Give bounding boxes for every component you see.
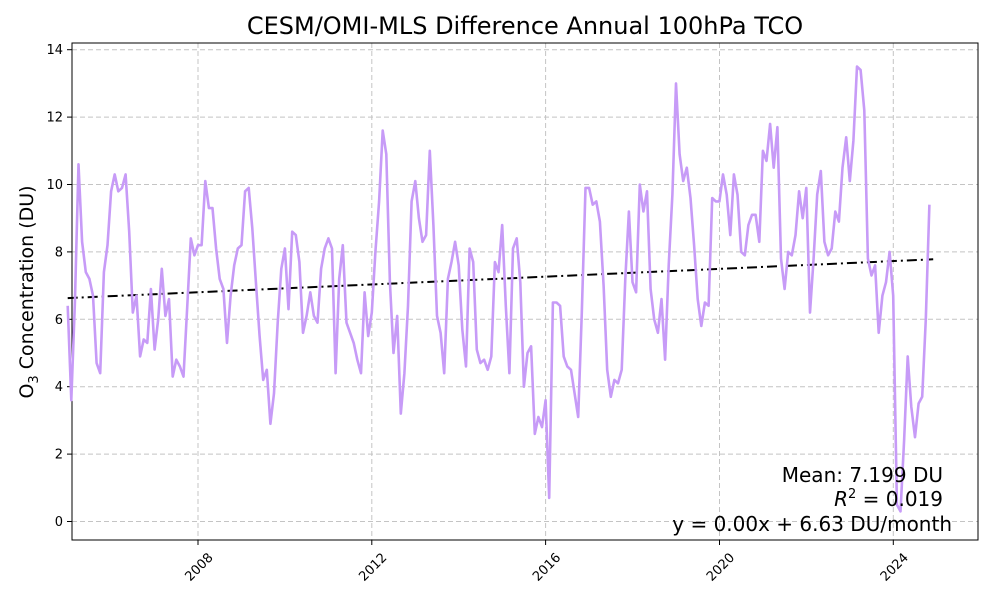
equation-annotation: y = 0.00x + 6.63 DU/month [672,512,952,536]
series-line [66,65,931,513]
mean-annotation: Mean: 7.199 DU [782,463,943,487]
axis-ticks: 0 2 4 6 8 10 12 14 2008 2012 2016 2020 2024 [46,43,911,584]
x-tick-label: 2008 [183,551,217,585]
trend-line [67,258,934,300]
r2-annotation: R2 = 0.019 [834,487,943,511]
x-tick-label: 2016 [530,551,564,585]
y-tick-label: 4 [55,380,63,395]
chart-title: CESM/OMI-MLS Difference Annual 100hPa TC… [247,12,803,40]
y-axis-label: O3 Concentration (DU) [16,185,42,398]
y-tick-label: 10 [46,178,63,193]
x-tick-label: 2012 [356,551,390,585]
plot-frame [71,42,979,541]
x-tick-label: 2024 [878,551,912,585]
y-tick-label: 8 [55,245,63,260]
x-tick-label: 2020 [704,551,738,585]
y-tick-label: 2 [55,448,63,463]
y-tick-label: 0 [55,515,63,530]
y-tick-label: 14 [46,43,63,58]
y-tick-label: 6 [55,313,63,328]
y-tick-label: 12 [46,111,63,126]
